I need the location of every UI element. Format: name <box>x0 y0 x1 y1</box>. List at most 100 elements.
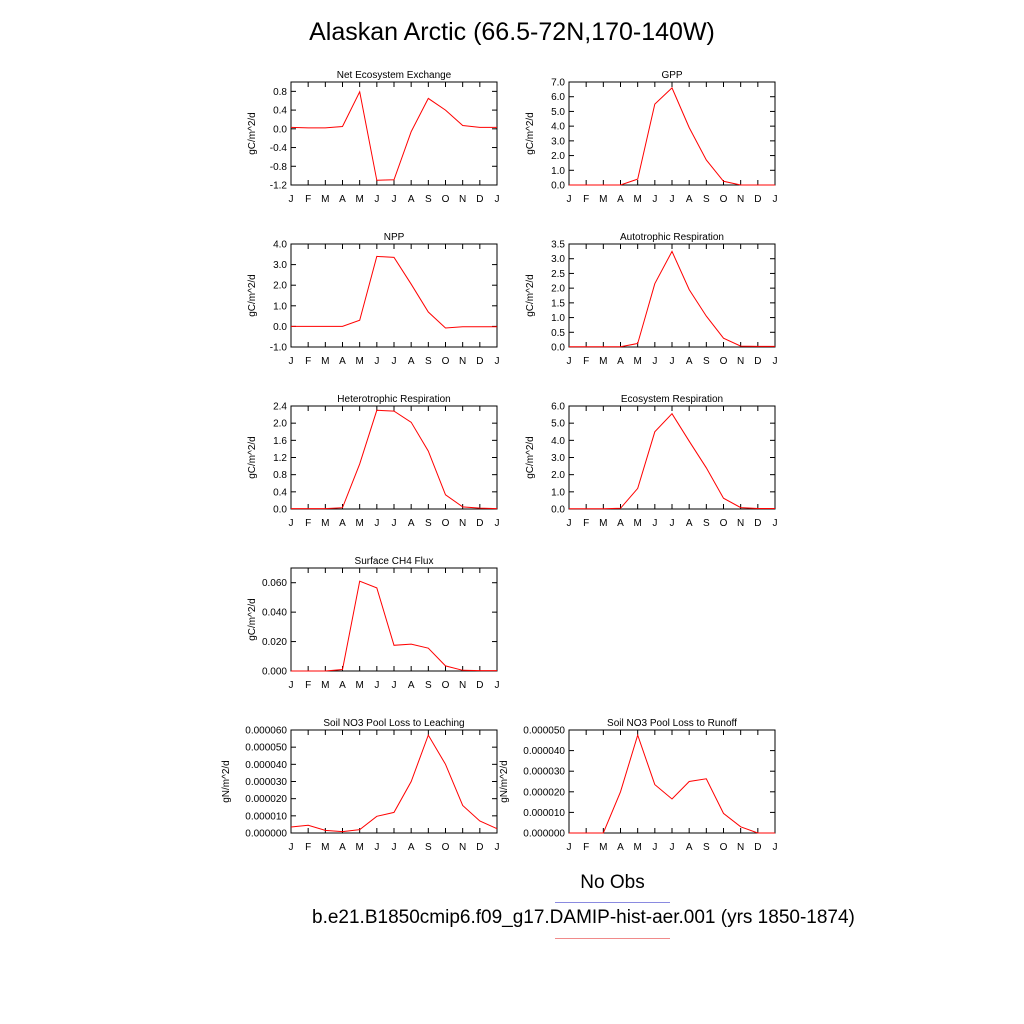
y-tick-label: 6.0 <box>551 92 565 103</box>
x-tick-label: J <box>289 518 294 529</box>
legend-case-label: b.e21.B1850cmip6.f09_g17.DAMIP-hist-aer.… <box>312 907 855 928</box>
y-tick-label: -1.2 <box>270 181 288 192</box>
x-tick-label: A <box>339 842 346 853</box>
y-tick-label: 0.8 <box>273 470 287 481</box>
y-tick-label: 1.0 <box>273 301 287 312</box>
x-tick-label: J <box>495 194 500 205</box>
y-tick-label: 5.0 <box>551 107 565 118</box>
y-tick-label: 0.000010 <box>523 808 565 819</box>
x-tick-label: M <box>355 518 363 529</box>
series-line <box>569 87 775 186</box>
x-tick-label: D <box>754 842 761 853</box>
series-line <box>290 733 498 833</box>
x-tick-label: M <box>599 194 607 205</box>
y-tick-label: 1.6 <box>273 436 287 447</box>
x-tick-label: A <box>617 842 624 853</box>
x-tick-label: O <box>442 842 450 853</box>
y-tick-label: 0.040 <box>262 608 287 619</box>
y-tick-label: 0.000060 <box>245 726 287 737</box>
x-tick-label: J <box>773 842 778 853</box>
x-tick-label: S <box>425 842 432 853</box>
x-tick-label: N <box>737 518 744 529</box>
y-tick-label: 2.0 <box>551 151 565 162</box>
x-tick-label: J <box>652 356 657 367</box>
panel-title: Net Ecosystem Exchange <box>337 70 452 81</box>
y-tick-label: 0.000000 <box>245 829 287 840</box>
y-axis-label: gC/m^2/d <box>247 274 258 317</box>
x-tick-label: M <box>321 842 329 853</box>
x-tick-label: S <box>703 356 710 367</box>
y-tick-label: 2.0 <box>273 419 287 430</box>
x-tick-label: O <box>442 518 450 529</box>
x-tick-label: M <box>321 194 329 205</box>
x-tick-label: J <box>652 842 657 853</box>
x-tick-label: M <box>599 518 607 529</box>
panel-title: Soil NO3 Pool Loss to Runoff <box>607 718 737 729</box>
y-tick-label: 2.0 <box>273 281 287 292</box>
plot-frame <box>290 567 498 672</box>
x-tick-label: O <box>720 842 728 853</box>
x-tick-label: A <box>339 194 346 205</box>
x-tick-label: J <box>670 194 675 205</box>
y-axis-label: gC/m^2/d <box>247 436 258 479</box>
y-tick-label: 1.0 <box>551 166 565 177</box>
x-tick-label: N <box>737 842 744 853</box>
panel-title: Ecosystem Respiration <box>621 394 723 405</box>
y-tick-label: 7.0 <box>551 78 565 89</box>
y-tick-label: 0.000050 <box>245 743 287 754</box>
y-tick-label: 4.0 <box>551 122 565 133</box>
y-axis-label: gC/m^2/d <box>525 112 536 155</box>
y-axis-label: gN/m^2/d <box>221 760 232 803</box>
y-tick-label: 0.000020 <box>245 794 287 805</box>
x-tick-label: N <box>459 680 466 691</box>
x-tick-label: O <box>720 518 728 529</box>
x-tick-label: A <box>339 356 346 367</box>
x-tick-label: J <box>670 356 675 367</box>
x-tick-label: J <box>289 194 294 205</box>
x-tick-label: J <box>773 518 778 529</box>
y-tick-label: -1.0 <box>270 343 288 354</box>
y-tick-label: 3.5 <box>551 240 565 251</box>
x-tick-label: S <box>703 842 710 853</box>
x-tick-label: A <box>408 356 415 367</box>
plot-frame <box>568 243 776 348</box>
plot-frame <box>290 729 498 834</box>
x-tick-label: O <box>720 194 728 205</box>
x-tick-label: F <box>583 356 589 367</box>
y-tick-label: 3.0 <box>551 453 565 464</box>
y-tick-label: 0.000040 <box>245 760 287 771</box>
y-tick-label: 0.5 <box>551 328 565 339</box>
x-tick-label: J <box>670 518 675 529</box>
plot-frame <box>568 405 776 510</box>
y-tick-label: 0.0 <box>551 343 565 354</box>
y-tick-label: 0.4 <box>273 487 287 498</box>
y-tick-label: 0.000030 <box>523 767 565 778</box>
plot-frame <box>290 243 498 348</box>
x-tick-label: A <box>408 680 415 691</box>
x-tick-label: S <box>425 356 432 367</box>
legend-obs-label: No Obs <box>580 872 645 893</box>
legend-obs-line <box>555 902 670 903</box>
x-tick-label: D <box>476 356 483 367</box>
plot-frame <box>290 405 498 510</box>
y-tick-label: 4.0 <box>551 436 565 447</box>
series-line <box>291 255 497 329</box>
x-tick-label: M <box>355 680 363 691</box>
x-tick-label: M <box>355 356 363 367</box>
y-tick-label: 3.0 <box>551 254 565 265</box>
y-tick-label: 0.0 <box>273 124 287 135</box>
x-tick-label: J <box>392 194 397 205</box>
x-tick-label: F <box>305 356 311 367</box>
x-tick-label: A <box>686 842 693 853</box>
x-tick-label: J <box>374 680 379 691</box>
y-tick-label: 2.0 <box>551 470 565 481</box>
x-tick-label: J <box>567 842 572 853</box>
y-tick-label: 0.000020 <box>523 787 565 798</box>
x-tick-label: M <box>355 842 363 853</box>
x-tick-label: J <box>374 356 379 367</box>
x-tick-label: M <box>321 518 329 529</box>
